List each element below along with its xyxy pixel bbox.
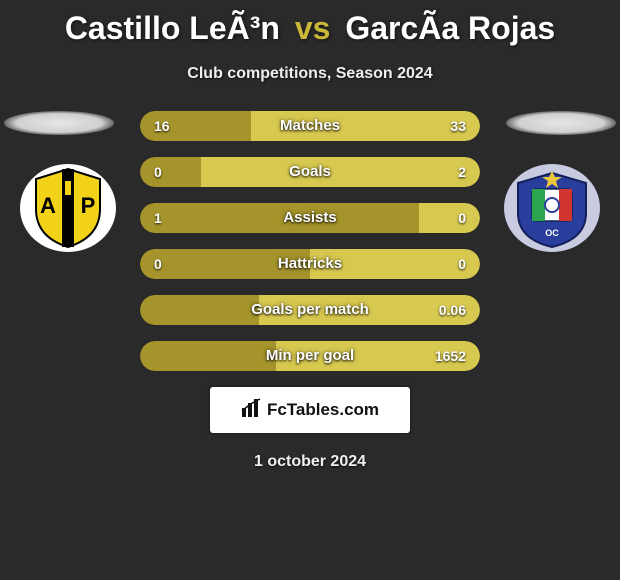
stat-bar-left (140, 203, 419, 233)
date-text: 1 october 2024 (0, 453, 620, 471)
stat-bar-right (259, 295, 480, 325)
page-title: Castillo LeÃ³n vs GarcÃa Rojas (0, 0, 620, 47)
team-badge-right: OC (502, 163, 602, 253)
stat-row: Goals02 (140, 157, 480, 187)
svg-text:OC: OC (545, 228, 559, 238)
stat-row: Goals per match0.06 (140, 295, 480, 325)
stat-row: Assists10 (140, 203, 480, 233)
stat-row: Min per goal1652 (140, 341, 480, 371)
halo-left (4, 111, 114, 135)
subtitle: Club competitions, Season 2024 (0, 65, 620, 83)
stat-bar-right (201, 157, 480, 187)
comparison-arena: A P OC Matches1633 Goals02 Assists10 Hattri… (0, 111, 620, 371)
stat-row: Hattricks00 (140, 249, 480, 279)
brand-logo-icon (241, 398, 261, 423)
halo-right (506, 111, 616, 135)
title-player2: GarcÃa Rojas (345, 10, 555, 46)
team-badge-left: A P (18, 163, 118, 253)
stat-bar-left (140, 295, 259, 325)
stat-bar-left (140, 341, 276, 371)
stat-bar-right (419, 203, 480, 233)
stat-bar-left (140, 249, 310, 279)
stat-bar-right (251, 111, 480, 141)
stat-bar-right (310, 249, 480, 279)
svg-text:A: A (40, 193, 56, 218)
svg-text:P: P (81, 193, 96, 218)
stat-row: Matches1633 (140, 111, 480, 141)
brand-text: FcTables.com (267, 400, 379, 420)
stat-bar-left (140, 111, 251, 141)
title-vs: vs (289, 10, 337, 46)
title-player1: Castillo LeÃ³n (65, 10, 280, 46)
stat-bar-left (140, 157, 201, 187)
stat-bar-right (276, 341, 480, 371)
stats-list: Matches1633 Goals02 Assists10 Hattricks00 Go… (140, 111, 480, 371)
brand-badge: FcTables.com (210, 387, 410, 433)
